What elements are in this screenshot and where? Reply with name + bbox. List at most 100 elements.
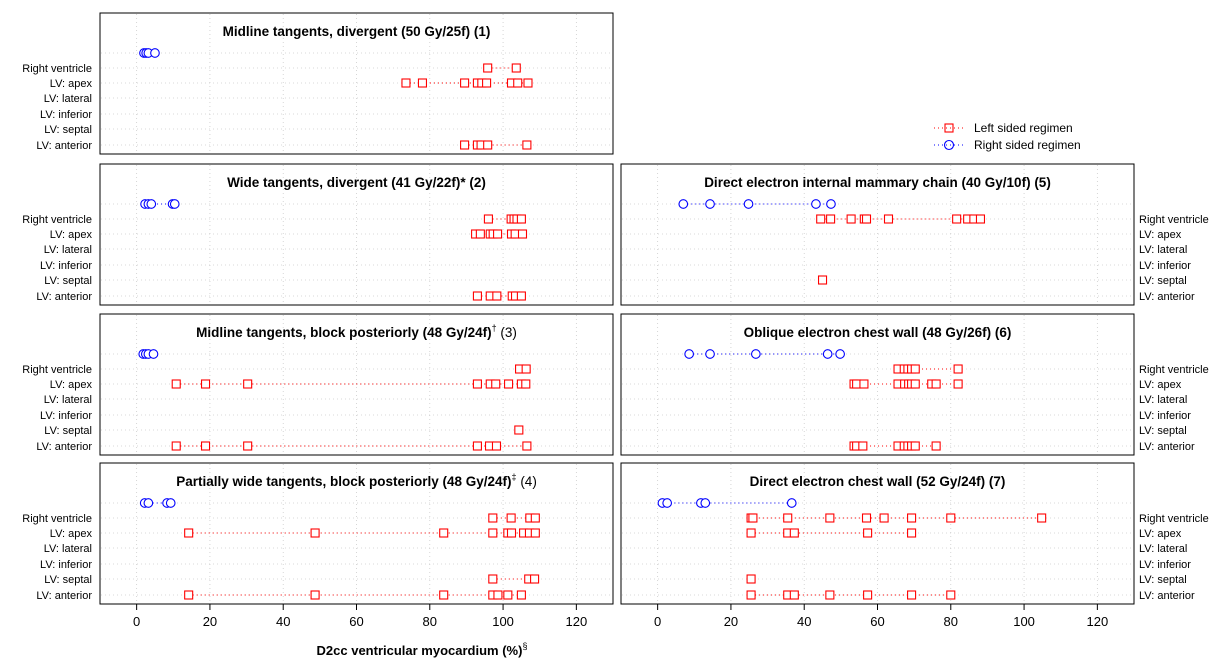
left-regimen-point bbox=[530, 528, 540, 538]
category-label: LV: anterior bbox=[1139, 291, 1195, 303]
panel-title-text: Partially wide tangents, block posterior… bbox=[176, 474, 511, 489]
panel-title: Direct electron internal mammary chain (… bbox=[704, 175, 1051, 190]
left-regimen-point bbox=[488, 513, 498, 523]
left-regimen-point bbox=[816, 214, 826, 224]
left-regimen-point bbox=[503, 590, 513, 600]
left-regimen-point bbox=[826, 214, 836, 224]
panel-number: (6) bbox=[991, 325, 1011, 340]
category-label: Right ventricle bbox=[1139, 364, 1209, 376]
left-regimen-point bbox=[825, 513, 835, 523]
category-label: LV: anterior bbox=[36, 441, 92, 453]
left-regimen-point bbox=[825, 590, 835, 600]
right-regimen-point bbox=[684, 349, 695, 359]
right-regimen-point bbox=[705, 349, 715, 359]
left-regimen-point bbox=[516, 590, 526, 600]
left-regimen-point bbox=[907, 590, 917, 600]
left-regimen-point bbox=[516, 291, 526, 301]
left-regimen-point bbox=[861, 513, 872, 523]
left-regimen-point bbox=[493, 590, 503, 600]
category-label: LV: anterior bbox=[36, 140, 92, 152]
left-regimen-point bbox=[516, 214, 526, 224]
left-regimen-point bbox=[472, 379, 482, 389]
right-regimen-point bbox=[811, 199, 821, 209]
left-regimen-point bbox=[910, 441, 920, 451]
right-regimen-point bbox=[148, 349, 159, 359]
right-regimen-point bbox=[835, 349, 845, 359]
category-label: LV: apex bbox=[50, 379, 93, 391]
left-regimen-point bbox=[748, 513, 758, 523]
right-regimen-point bbox=[750, 349, 761, 359]
left-regimen-point bbox=[858, 441, 868, 451]
right-regimen-point bbox=[678, 199, 689, 209]
left-regimen-point bbox=[975, 214, 986, 224]
panel-title-text: Wide tangents, divergent (41 Gy/22f)* bbox=[227, 175, 466, 190]
panel-title: Direct electron chest wall (52 Gy/24f) (… bbox=[750, 474, 1006, 489]
category-label: LV: apex bbox=[1139, 229, 1182, 241]
right-regimen-point bbox=[143, 498, 154, 508]
left-regimen-point bbox=[184, 528, 194, 538]
category-label: Right ventricle bbox=[1139, 513, 1209, 525]
right-regimen-point bbox=[826, 199, 836, 209]
x-tick-label: 20 bbox=[203, 614, 217, 629]
left-regimen-point bbox=[953, 364, 963, 374]
left-regimen-point bbox=[310, 528, 320, 538]
category-label: LV: septal bbox=[1139, 425, 1187, 437]
category-label: LV: apex bbox=[50, 229, 93, 241]
left-regimen-point bbox=[946, 513, 956, 523]
category-label: LV: lateral bbox=[44, 244, 92, 256]
left-regimen-point bbox=[200, 441, 211, 451]
left-regimen-point bbox=[184, 590, 194, 600]
x-tick-label: 40 bbox=[797, 614, 811, 629]
right-regimen-point bbox=[743, 199, 754, 209]
left-regimen-point bbox=[863, 590, 873, 600]
left-regimen-point bbox=[488, 528, 498, 538]
left-regimen-point bbox=[1037, 513, 1047, 523]
category-label: LV: inferior bbox=[1139, 410, 1191, 422]
chart-panel: Oblique electron chest wall (48 Gy/26f) … bbox=[620, 313, 1209, 456]
left-regimen-point bbox=[491, 379, 501, 389]
left-regimen-point bbox=[789, 590, 799, 600]
panel-title: Midline tangents, divergent (50 Gy/25f) … bbox=[223, 24, 491, 39]
chart-panel: Midline tangents, block posteriorly (48 … bbox=[22, 313, 614, 456]
category-label: LV: lateral bbox=[44, 394, 92, 406]
left-regimen-point bbox=[522, 140, 532, 150]
panel-number: (4) bbox=[517, 474, 537, 489]
left-regimen-point bbox=[746, 590, 756, 600]
right-regimen-point bbox=[822, 349, 833, 359]
x-tick-label: 80 bbox=[944, 614, 958, 629]
category-label: LV: apex bbox=[1139, 528, 1182, 540]
panel-number: (2) bbox=[466, 175, 486, 190]
category-label: LV: apex bbox=[50, 528, 93, 540]
left-regimen-point bbox=[439, 528, 449, 538]
category-label: LV: anterior bbox=[36, 590, 92, 602]
left-regimen-point bbox=[417, 78, 428, 88]
category-label: LV: anterior bbox=[1139, 590, 1195, 602]
category-label: Right ventricle bbox=[22, 513, 92, 525]
x-axis-title: D2cc ventricular myocardium (%)§ bbox=[317, 641, 528, 658]
right-regimen-point bbox=[150, 48, 160, 58]
left-regimen-point bbox=[514, 425, 524, 435]
left-regimen-point bbox=[521, 379, 531, 389]
left-regimen-point bbox=[522, 441, 532, 451]
legend-right-marker bbox=[943, 139, 955, 151]
panel-title: Partially wide tangents, block posterior… bbox=[176, 472, 537, 489]
right-regimen-point bbox=[700, 498, 711, 508]
left-regimen-point bbox=[783, 513, 793, 523]
category-label: LV: septal bbox=[44, 574, 92, 586]
category-label: LV: lateral bbox=[44, 543, 92, 555]
right-regimen-point bbox=[146, 199, 157, 209]
category-label: LV: apex bbox=[1139, 379, 1182, 391]
category-label: Right ventricle bbox=[22, 63, 92, 75]
category-label: LV: anterior bbox=[1139, 441, 1195, 453]
panel-number: (5) bbox=[1031, 175, 1051, 190]
panel-number: (7) bbox=[985, 474, 1005, 489]
category-label: LV: inferior bbox=[40, 559, 92, 571]
left-regimen-point bbox=[491, 441, 502, 451]
left-regimen-point bbox=[504, 379, 514, 389]
left-regimen-point bbox=[879, 513, 889, 523]
left-regimen-point bbox=[511, 63, 521, 73]
left-regimen-point bbox=[472, 291, 482, 301]
x-tick-label: 120 bbox=[1087, 614, 1109, 629]
left-regimen-point bbox=[530, 513, 540, 523]
x-tick-label: 100 bbox=[1013, 614, 1035, 629]
